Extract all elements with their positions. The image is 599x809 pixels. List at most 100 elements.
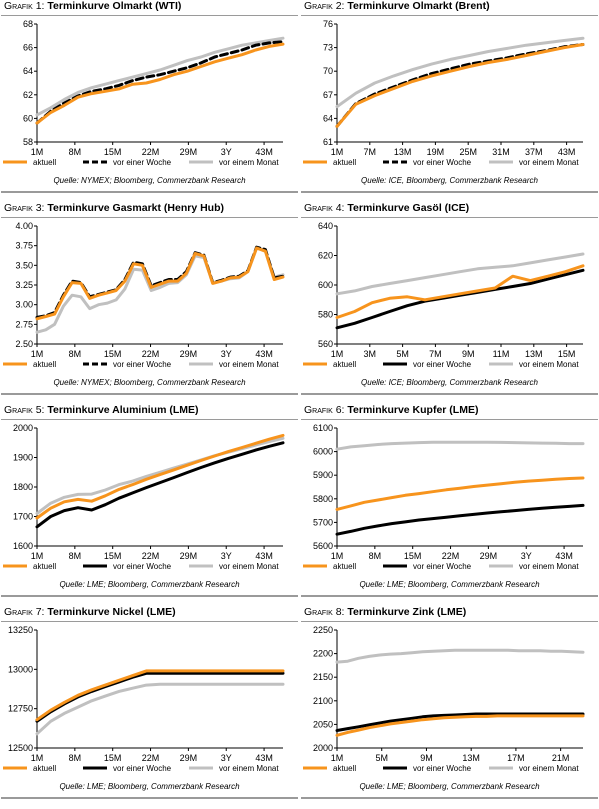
legend-label: vor einem Monat [519,360,579,369]
series-line-vor-einem-monat [35,36,285,117]
x-tick-label: 3M [364,349,377,359]
y-tick-label: 560 [318,339,333,349]
x-tick-label: 3Y [221,147,232,157]
x-tick-label: 8M [69,349,82,359]
series-line-vor-einer-woche [335,503,585,536]
x-tick-label: 5M [396,349,409,359]
x-tick-label: 3Y [221,551,232,561]
x-tick-label: 31M [492,147,510,157]
x-tick-label: 29M [180,551,198,561]
legend-label: vor einer Woche [413,158,472,167]
x-tick-label: 13M [394,147,412,157]
bottom-rule [1,797,298,799]
panel-grafik-5: Grafik 5: Terminkurve Aluminium (LME) 16… [1,404,298,606]
panel-grafik-4: Grafik 4: Terminkurve Gasöl (ICE) 560 580… [301,202,598,404]
legend-label: vor einer Woche [413,360,472,369]
bottom-rule [301,797,598,799]
x-tick-label: 8M [69,147,82,157]
series-line-aktuell [335,43,585,128]
grafik-label: Grafik 1: [4,0,45,12]
series-line-vor-einem-monat [335,648,585,664]
series-line-vor-einem-monat [35,682,285,736]
y-tick-label: 620 [318,251,333,261]
chart-brent: 61 64 67 70 73 76 1M 7M 13M 19M 25M 31M 37M 43M aktuel… [303,19,585,167]
y-tick-label: 1700 [13,512,33,522]
x-tick-label: 3Y [521,551,532,561]
chart-title: Terminkurve Olmarkt (Brent) [347,0,490,12]
y-tick-label: 3.25 [15,280,33,290]
series-line-vor-einer-woche [335,712,585,732]
bottom-rule [301,191,598,193]
panel-grafik-2: Grafik 2: Terminkurve Olmarkt (Brent) 61… [301,0,598,202]
chart-source: Quelle: LME; Bloomberg, Commerzbank Rese… [359,580,540,589]
y-tick-label: 2100 [313,696,333,706]
y-tick-label: 6000 [313,447,333,457]
x-tick-label: 25M [459,147,477,157]
series-line-vor-einem-monat [335,252,585,296]
x-tick-label: 3Y [221,753,232,763]
x-tick-label: 22M [442,551,460,561]
x-tick-label: 1M [31,147,44,157]
legend-label: vor einer Woche [413,764,472,773]
series-line-aktuell [335,476,585,511]
grafik-label: Grafik 7: [4,606,45,618]
y-tick-label: 70 [323,66,333,76]
y-tick-label: 12500 [8,743,33,753]
chart-title: Terminkurve Zink (LME) [347,606,467,618]
legend-label: aktuell [333,562,356,571]
x-tick-label: 22M [142,147,160,157]
panel-grafik-3: Grafik 3: Terminkurve Gasmarkt (Henry Hu… [1,202,298,404]
panel-grafik-1: Grafik 1: Terminkurve Olmarkt (WTI) 58 60… [1,0,298,202]
y-tick-label: 3.75 [15,241,33,251]
series-line-vor-einem-monat [335,36,585,109]
series-line-vor-einer-woche [35,441,285,529]
title-rule [1,15,298,16]
grafik-label: Grafik 5: [4,404,45,416]
x-tick-label: 15M [104,551,122,561]
x-tick-label: 9M [462,349,475,359]
series-line-vor-einer-woche [335,268,585,330]
chart-source: Quelle: ICE, Bloomberg, Commerzbank Rese… [361,176,538,185]
series-line-vor-einem-monat [35,246,285,334]
x-tick-label: 9M [420,753,433,763]
y-tick-label: 5800 [313,494,333,504]
panel-title: Grafik 3: Terminkurve Gasmarkt (Henry Hu… [4,202,224,214]
y-tick-label: 3.50 [15,260,33,270]
x-tick-label: 1M [31,551,44,561]
legend-label: vor einem Monat [519,764,579,773]
y-tick-label: 3.00 [15,300,33,310]
y-tick-label: 61 [323,137,333,147]
grafik-label: Grafik 6: [304,404,345,416]
y-tick-label: 68 [23,19,33,29]
series-line-aktuell [35,433,285,520]
series-line-aktuell [335,714,585,737]
chart-source: Quelle: LME; Bloomberg, Commerzbank Rese… [59,782,240,791]
x-tick-label: 8M [369,551,382,561]
x-tick-label: 43M [558,147,576,157]
series-line-aktuell [335,264,585,319]
x-tick-label: 29M [180,349,198,359]
bottom-rule [1,393,298,395]
grafik-label: Grafik 8: [304,606,345,618]
panel-grafik-8: Grafik 8: Terminkurve Zink (LME) 2000 205… [301,606,598,808]
x-tick-label: 43M [255,753,273,763]
chart-henry-hub: 2.50 2.75 3.00 3.25 3.50 3.75 4.00 1M 8M 15M 22M 29… [3,221,285,369]
x-tick-label: 7M [429,349,442,359]
y-tick-label: 1600 [13,541,33,551]
x-tick-label: 1M [31,753,44,763]
chart-source: Quelle: ICE; Bloomberg, Commerzbank Rese… [361,378,538,387]
x-tick-label: 8M [69,551,82,561]
y-tick-label: 2000 [13,423,33,433]
y-tick-label: 2150 [313,672,333,682]
title-rule [301,419,598,420]
bottom-rule [1,595,298,597]
legend-label: vor einem Monat [519,158,579,167]
x-tick-label: 1M [331,753,344,763]
panel-title: Grafik 7: Terminkurve Nickel (LME) [4,606,176,618]
x-tick-label: 22M [142,551,160,561]
chart-source: Quelle: LME; Bloomberg, Commerzbank Rese… [59,580,240,589]
y-tick-label: 62 [23,90,33,100]
series-line-aktuell [35,669,285,722]
y-tick-label: 67 [323,90,333,100]
legend-label: vor einem Monat [219,764,279,773]
